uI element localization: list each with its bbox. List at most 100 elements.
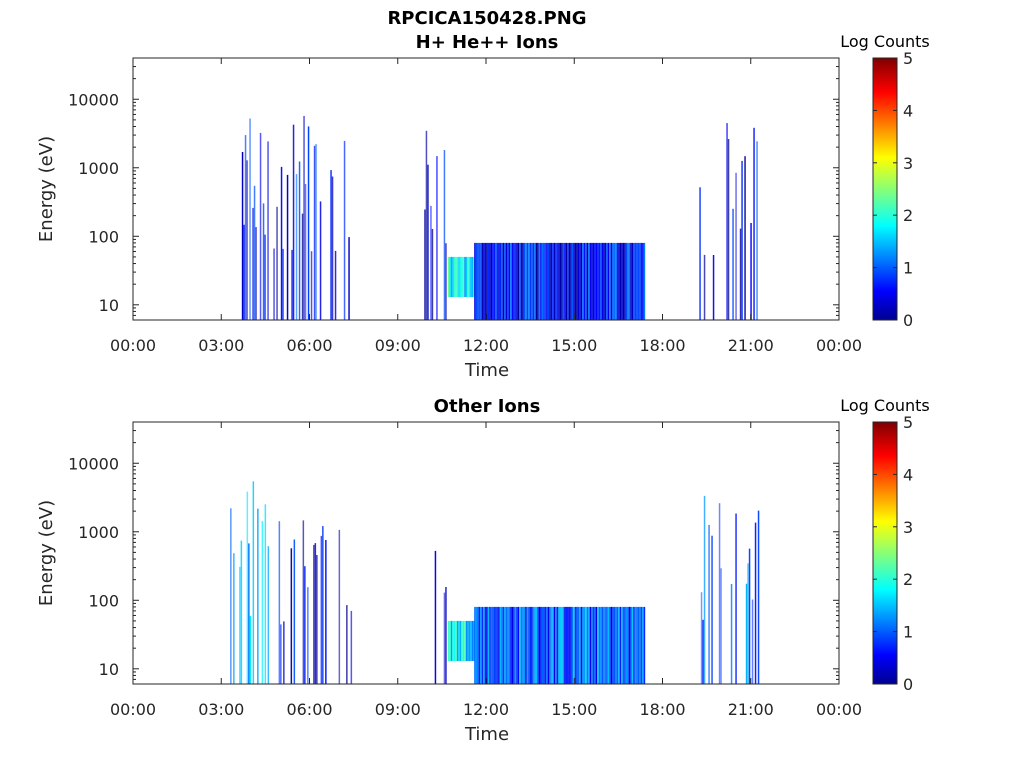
panel-1-cell: [319, 201, 322, 320]
panel-2-cell: [246, 491, 249, 684]
panel-1-cell: [443, 150, 446, 320]
panel-2-cell: [468, 620, 471, 661]
panel-1-cell: [471, 256, 474, 297]
panel-2-cell: [730, 584, 733, 684]
panel-2-cell: [748, 548, 751, 684]
panel-2-cell: [465, 620, 468, 661]
panel-1-cell: [732, 208, 734, 320]
panel-2-cell: [462, 620, 465, 661]
panel-1-cell: [576, 242, 578, 320]
y-tick-label: 10000: [68, 90, 119, 109]
panel-1-cell: [726, 123, 728, 320]
x-tick-label: 06:00: [286, 700, 332, 719]
panel-1-cell: [628, 242, 631, 320]
panel-1-cell: [461, 256, 463, 297]
panel-2-colorbar-gradient: [872, 421, 898, 685]
panel-2-cell: [627, 606, 629, 684]
panel-1-cell: [487, 242, 490, 320]
panel-2-cell: [534, 606, 536, 684]
panel-1-cell: [276, 206, 278, 320]
panel-1-cell: [538, 242, 541, 320]
panel-2-cell: [565, 606, 568, 684]
colorbar-tick-label: 4: [903, 465, 913, 484]
panel-1-cell: [583, 242, 586, 320]
panel-2-cell: [307, 587, 309, 684]
panel-1-cell: [537, 242, 539, 320]
panel-2-cell: [639, 606, 641, 684]
panel-1-cell: [640, 242, 643, 320]
panel-2-cell: [525, 606, 527, 684]
panel-2-cell: [556, 606, 559, 684]
panel-2-cell: [532, 606, 535, 684]
x-tick-label: 00:00: [816, 336, 862, 355]
panel-1-cell: [255, 227, 257, 320]
panel-2-cell: [567, 606, 569, 684]
panel-2-cell: [346, 605, 348, 684]
panel-1-cell: [585, 242, 587, 320]
panel-2-cell: [574, 606, 577, 684]
panel-2-cell: [586, 606, 589, 684]
panel-2-cell: [481, 606, 484, 684]
panel-2-cell: [239, 566, 241, 684]
panel-2-cell: [455, 620, 457, 661]
panel-1-cell: [564, 242, 566, 320]
panel-1-cell: [510, 242, 512, 320]
panel-1-x-axis-label: Time: [464, 360, 509, 381]
panel-1-colorbar-label: Log Counts: [840, 32, 930, 51]
panel-2-cell: [553, 606, 556, 684]
panel-2-cell: [601, 606, 604, 684]
panel-1-cell: [574, 242, 577, 320]
colorbar-tick-label: 1: [903, 623, 913, 642]
panel-2-cell: [711, 535, 713, 684]
panel-1-cell: [579, 242, 581, 320]
panel-1-cell: [615, 242, 617, 320]
panel-2-cell: [490, 606, 493, 684]
panel-1-cell: [253, 185, 256, 320]
panel-1-cell: [606, 242, 608, 320]
panel-2-cell: [316, 555, 318, 684]
panel-1-cell: [459, 256, 462, 297]
x-tick-label: 00:00: [816, 700, 862, 719]
panel-1-cell: [571, 242, 574, 320]
panel-1-cell: [425, 130, 428, 320]
panel-1-cell: [594, 242, 596, 320]
panel-1-cell: [639, 242, 641, 320]
panel-2-cell: [516, 606, 518, 684]
panel-1-cell: [519, 242, 521, 320]
panel-1-cell: [739, 228, 742, 320]
panel-2-cell: [535, 606, 538, 684]
panel-2-cell: [478, 606, 481, 684]
panel-1-cell: [483, 242, 485, 320]
panel-2-cell: [501, 606, 503, 684]
panel-2-cell: [498, 606, 500, 684]
panel-2-cell: [636, 606, 638, 684]
panel-2-cell: [702, 619, 704, 684]
panel-1-cell: [436, 156, 438, 320]
panel-2-cell: [546, 606, 548, 684]
panel-1-cell: [744, 156, 746, 320]
panel-2-cell: [499, 606, 502, 684]
panel-2: Other Ions 00:00 03:00 06:00 09:00 12:00 15:0…: [36, 396, 930, 745]
panel-1-cell: [603, 242, 605, 320]
panel-1-cell: [489, 242, 491, 320]
panel-2-cell: [458, 620, 460, 661]
panel-2-cell: [484, 606, 487, 684]
panel-2-cell: [493, 606, 496, 684]
x-tick-label: 15:00: [551, 700, 597, 719]
panel-2-cell: [467, 620, 469, 661]
panel-2-cell: [600, 606, 602, 684]
panel-2-cell: [571, 606, 574, 684]
panel-2-cell: [522, 606, 524, 684]
panel-2-cell: [562, 606, 565, 684]
panel-2-cell: [464, 620, 466, 661]
panel-2-cell: [544, 606, 547, 684]
panel-1-cell: [468, 256, 471, 297]
panel-1-cell: [478, 242, 481, 320]
panel-2-cell: [540, 606, 542, 684]
panel-1-cell: [249, 118, 251, 320]
panel-2-cell: [621, 606, 623, 684]
panel-1-cell: [291, 249, 293, 320]
panel-1-cell: [430, 205, 432, 320]
panel-2-cell: [230, 508, 232, 684]
panel-2-cell: [708, 524, 710, 684]
